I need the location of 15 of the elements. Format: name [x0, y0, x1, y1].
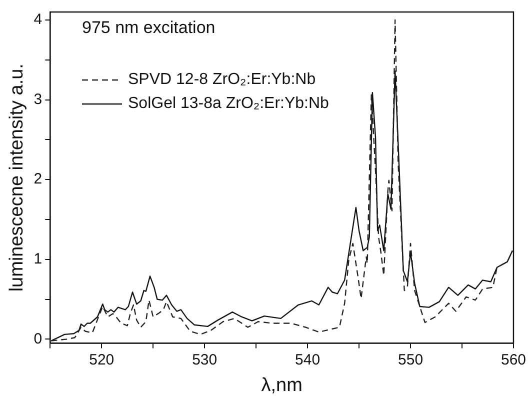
legend-label: SolGel 13-8a ZrO₂:Er:Yb:Nb: [128, 95, 329, 113]
annotation: 975 nm excitation: [82, 18, 216, 38]
y-tick-label: 4: [34, 11, 42, 28]
x-tick-label: 540: [295, 351, 320, 368]
y-axis-title: luminescecne intensity a.u.: [6, 64, 28, 292]
x-tick-label: 530: [192, 351, 218, 368]
y-tick-label: 1: [34, 250, 42, 268]
y-tick-label: 3: [34, 90, 42, 108]
x-tick-label: 520: [89, 351, 114, 368]
x-tick-label: 550: [398, 351, 424, 368]
y-tick-label: 2: [34, 170, 42, 188]
y-tick-label: 0: [34, 330, 42, 348]
x-axis-title: λ,nm: [261, 374, 302, 396]
x-tick-label: 560: [500, 351, 526, 368]
legend-label: SPVD 12-8 ZrO₂:Er:Yb:Nb: [128, 71, 316, 89]
